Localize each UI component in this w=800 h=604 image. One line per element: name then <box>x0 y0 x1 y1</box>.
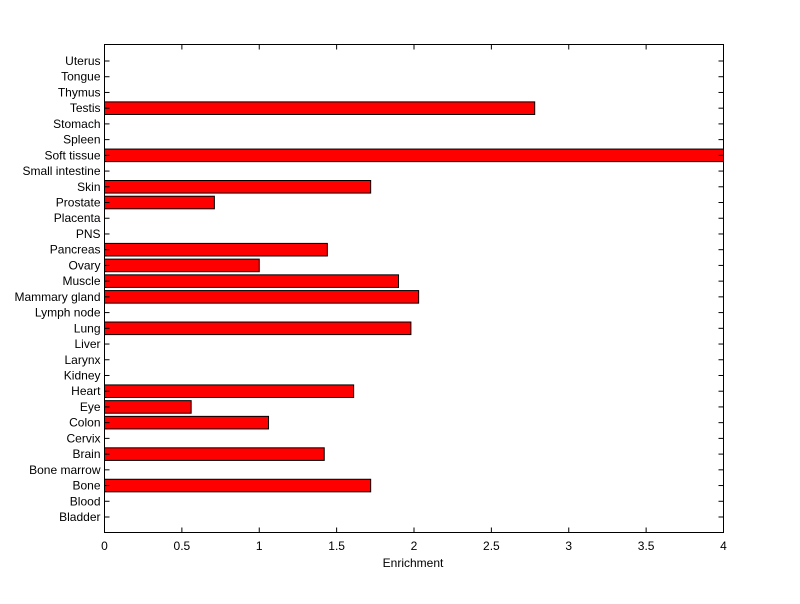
bar-prostate <box>104 195 215 210</box>
x-tick-label: 1.5 <box>328 539 345 553</box>
x-tick-label: 3.5 <box>638 539 655 553</box>
x-tick-label: 2 <box>411 539 418 553</box>
y-tick-label-brain: Brain <box>72 447 100 461</box>
x-tick-labels: 0 0.5 1 1.5 2 2.5 3 3.5 4 <box>101 539 727 553</box>
bar-heart <box>104 384 355 398</box>
y-tick-label-soft-tissue: Soft tissue <box>44 148 100 162</box>
bar-eye <box>104 400 192 414</box>
y-tick-label-lymph-node: Lymph node <box>35 306 101 320</box>
y-tick-label-blood: Blood <box>70 494 101 508</box>
x-axis-label: Enrichment <box>383 556 444 570</box>
y-tick-label-uterus: Uterus <box>65 54 100 68</box>
y-tick-label-muscle: Muscle <box>62 274 100 288</box>
bar-testis <box>104 101 536 115</box>
y-tick-label-tongue: Tongue <box>61 70 101 84</box>
y-tick-label-cervix: Cervix <box>66 431 100 445</box>
y-tick-label-spleen: Spleen <box>63 133 100 147</box>
y-tick-label-bladder: Bladder <box>59 510 100 524</box>
x-tick-label: 2.5 <box>483 539 500 553</box>
y-tick-label-placenta: Placenta <box>54 211 101 225</box>
bar-skin <box>104 180 372 194</box>
y-tick-label-small-intestine: Small intestine <box>22 164 100 178</box>
bar-muscle <box>104 274 400 288</box>
x-tick-label: 3 <box>565 539 572 553</box>
bar-ovary <box>104 258 260 273</box>
y-tick-label-lung: Lung <box>74 321 101 335</box>
y-tick-label-kidney: Kidney <box>64 368 101 382</box>
y-tick-label-colon: Colon <box>69 416 100 430</box>
y-tick-label-prostate: Prostate <box>56 196 101 210</box>
bar-bone <box>104 478 372 493</box>
y-tick-label-pns: PNS <box>76 227 101 241</box>
y-tick-label-bone: Bone <box>72 479 100 493</box>
y-tick-label-stomach: Stomach <box>53 117 100 131</box>
y-tick-label-larynx: Larynx <box>64 353 100 367</box>
plot-frame <box>104 44 724 533</box>
y-tick-label-eye: Eye <box>80 400 101 414</box>
y-tick-label-ovary: Ovary <box>68 258 100 272</box>
bars-layer <box>104 101 724 493</box>
y-tick-label-bone-marrow: Bone marrow <box>29 463 101 477</box>
x-tick-label: 0.5 <box>174 539 191 553</box>
bar-brain <box>104 447 325 461</box>
x-tick-label: 4 <box>720 539 727 553</box>
y-tick-label-mammary-gland: Mammary gland <box>14 290 100 304</box>
x-tick-label: 1 <box>256 539 263 553</box>
y-tick-label-liver: Liver <box>74 337 100 351</box>
bar-pancreas <box>104 242 328 257</box>
y-tick-label-heart: Heart <box>71 384 101 398</box>
x-tick-label: 0 <box>101 539 108 553</box>
y-tick-label-testis: Testis <box>70 101 101 115</box>
y-tick-label-skin: Skin <box>77 180 100 194</box>
y-tick-label-thymus: Thymus <box>58 85 101 99</box>
bar-lung <box>104 321 412 336</box>
bar-colon <box>104 415 270 430</box>
y-tick-label-pancreas: Pancreas <box>50 243 101 257</box>
bar-soft-tissue <box>104 148 724 163</box>
bar-mammary-gland <box>104 290 420 304</box>
